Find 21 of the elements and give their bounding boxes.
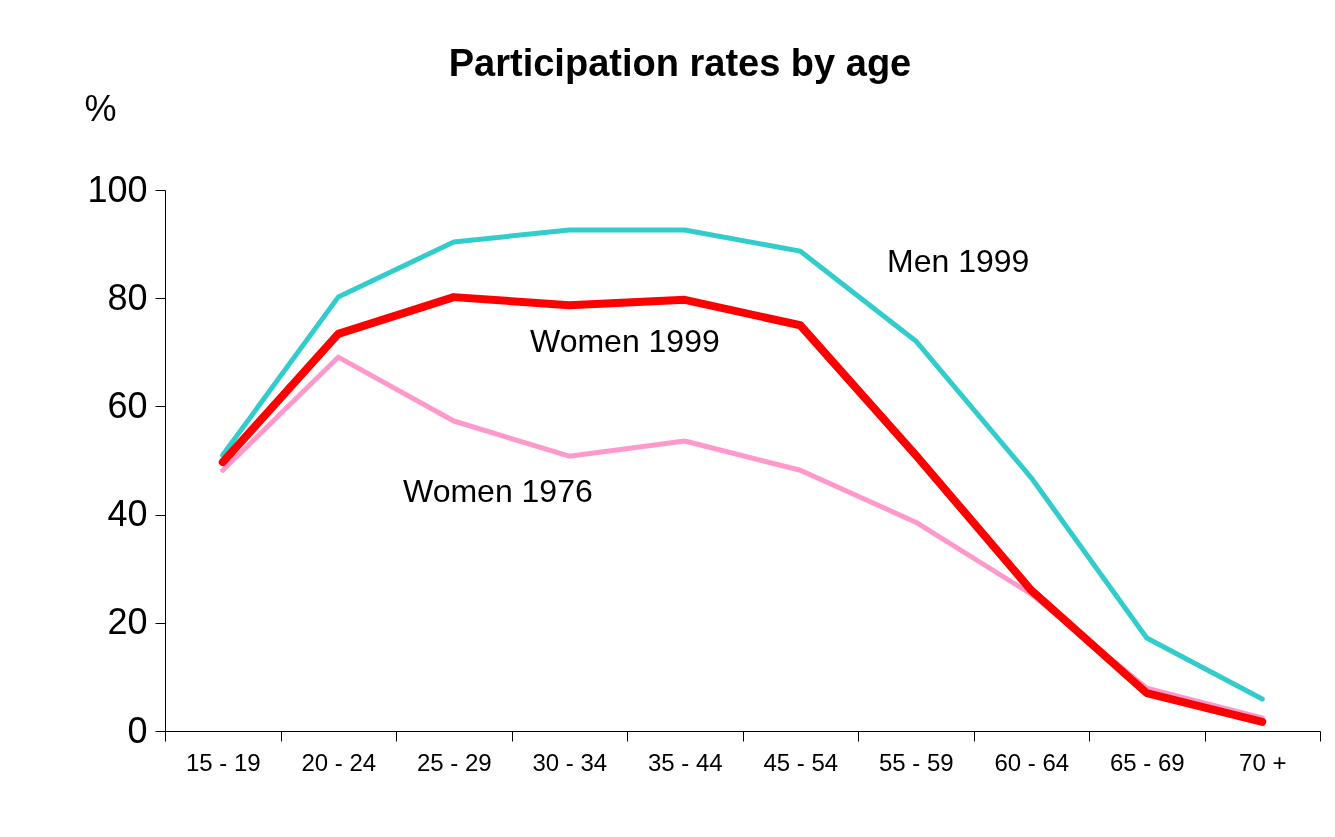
y-tick-label: 40 <box>107 493 148 535</box>
x-tick-label: 65 - 69 <box>1109 748 1185 776</box>
series-label: Women 1976 <box>403 473 593 509</box>
x-tick-label: 30 - 34 <box>532 748 608 776</box>
chart-title: Participation rates by age <box>448 42 912 84</box>
x-tick-label: 20 - 24 <box>301 748 377 776</box>
series-label: Women 1999 <box>530 323 720 359</box>
y-axis-title: % <box>84 87 117 129</box>
x-tick-label: 25 - 29 <box>416 748 492 776</box>
y-tick-label: 60 <box>107 384 148 426</box>
y-tick-label: 100 <box>87 168 148 210</box>
x-tick-label: 45 - 54 <box>763 748 839 776</box>
y-tick-label: 80 <box>107 276 148 318</box>
x-tick-label: 70 + <box>1239 748 1287 776</box>
x-tick-label: 55 - 59 <box>878 748 954 776</box>
x-tick-label: 35 - 44 <box>647 748 723 776</box>
y-tick-label: 20 <box>107 601 148 643</box>
series-label: Men 1999 <box>887 243 1030 279</box>
x-tick-label: 15 - 19 <box>185 748 261 776</box>
y-tick-label: 0 <box>127 709 148 751</box>
x-tick-label: 60 - 64 <box>994 748 1070 776</box>
